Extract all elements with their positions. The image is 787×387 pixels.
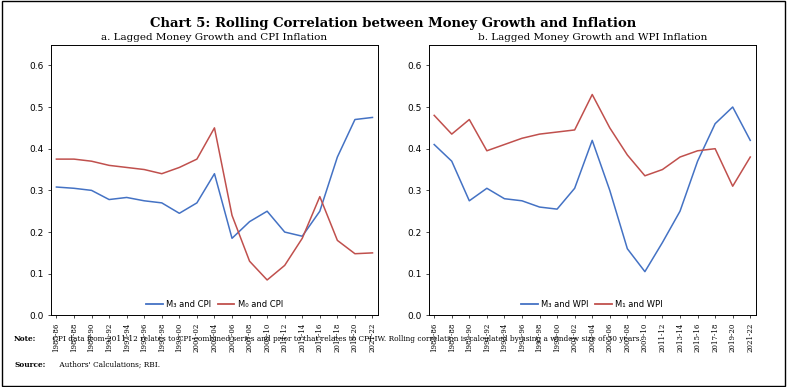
- M₃ and WPI: [482, 186, 492, 191]
- M₁ and WPI: [587, 92, 597, 97]
- Line: M₃ and WPI: M₃ and WPI: [434, 107, 750, 272]
- M₁ and WPI: [517, 136, 527, 140]
- M₃ and CPI: [333, 155, 342, 159]
- M₃ and CPI: [105, 197, 114, 202]
- M₃ and CPI: [139, 199, 149, 203]
- M₃ and WPI: [745, 138, 755, 143]
- M₀ and CPI: [157, 171, 167, 176]
- M₁ and WPI: [482, 149, 492, 153]
- M₃ and WPI: [552, 207, 562, 211]
- M₃ and WPI: [500, 196, 509, 201]
- M₁ and WPI: [675, 155, 685, 159]
- M₁ and WPI: [535, 132, 545, 137]
- M₃ and WPI: [711, 122, 720, 126]
- M₃ and WPI: [517, 199, 527, 203]
- M₀ and CPI: [333, 238, 342, 243]
- M₃ and WPI: [605, 188, 615, 193]
- Title: b. Lagged Money Growth and WPI Inflation: b. Lagged Money Growth and WPI Inflation: [478, 33, 707, 42]
- M₁ and WPI: [658, 167, 667, 172]
- M₃ and CPI: [262, 209, 272, 214]
- M₁ and WPI: [605, 125, 615, 130]
- Line: M₃ and CPI: M₃ and CPI: [57, 117, 372, 238]
- M₃ and WPI: [693, 159, 702, 164]
- M₃ and WPI: [464, 199, 474, 203]
- M₃ and CPI: [122, 195, 131, 200]
- M₃ and WPI: [640, 269, 649, 274]
- M₁ and WPI: [640, 173, 649, 178]
- M₀ and CPI: [105, 163, 114, 168]
- M₃ and WPI: [728, 105, 737, 110]
- M₀ and CPI: [175, 165, 184, 170]
- M₃ and CPI: [245, 219, 254, 224]
- M₀ and CPI: [368, 250, 377, 255]
- M₃ and CPI: [87, 188, 96, 193]
- M₃ and CPI: [350, 117, 360, 122]
- Legend: M₃ and CPI, M₀ and CPI: M₃ and CPI, M₀ and CPI: [143, 297, 286, 311]
- M₃ and WPI: [535, 205, 545, 209]
- Text: Note:: Note:: [14, 335, 36, 343]
- M₃ and WPI: [430, 142, 439, 147]
- M₁ and WPI: [464, 117, 474, 122]
- Text: Source:: Source:: [14, 361, 46, 369]
- M₃ and CPI: [297, 234, 307, 238]
- M₀ and CPI: [52, 157, 61, 161]
- M₃ and CPI: [192, 200, 201, 205]
- M₃ and WPI: [587, 138, 597, 143]
- M₀ and CPI: [122, 165, 131, 170]
- M₃ and CPI: [69, 186, 79, 191]
- M₁ and WPI: [447, 132, 456, 137]
- M₁ and WPI: [500, 142, 509, 147]
- M₀ and CPI: [139, 167, 149, 172]
- M₀ and CPI: [87, 159, 96, 164]
- Text: Chart 5: Rolling Correlation between Money Growth and Inflation: Chart 5: Rolling Correlation between Mon…: [150, 17, 637, 31]
- M₃ and WPI: [570, 186, 579, 191]
- Line: M₁ and WPI: M₁ and WPI: [434, 94, 750, 186]
- M₃ and CPI: [227, 236, 237, 241]
- Text: CPI data from 2011-12 relates to CPI combined series and prior to that relates t: CPI data from 2011-12 relates to CPI com…: [50, 335, 641, 343]
- M₀ and CPI: [209, 125, 219, 130]
- M₁ and WPI: [693, 149, 702, 153]
- M₀ and CPI: [350, 252, 360, 256]
- M₃ and CPI: [209, 171, 219, 176]
- M₀ and CPI: [227, 213, 237, 218]
- M₁ and WPI: [728, 184, 737, 188]
- M₁ and WPI: [570, 128, 579, 132]
- M₃ and CPI: [368, 115, 377, 120]
- M₃ and CPI: [157, 200, 167, 205]
- M₃ and CPI: [315, 209, 324, 214]
- M₀ and CPI: [280, 263, 290, 268]
- M₀ and CPI: [245, 259, 254, 264]
- M₃ and WPI: [675, 209, 685, 214]
- M₁ and WPI: [430, 113, 439, 118]
- M₀ and CPI: [315, 194, 324, 199]
- M₃ and WPI: [447, 159, 456, 164]
- M₃ and CPI: [280, 230, 290, 235]
- M₀ and CPI: [192, 157, 201, 161]
- M₃ and WPI: [658, 240, 667, 245]
- M₁ and WPI: [623, 152, 632, 157]
- M₀ and CPI: [69, 157, 79, 161]
- M₀ and CPI: [262, 277, 272, 282]
- M₀ and CPI: [297, 236, 307, 241]
- Line: M₀ and CPI: M₀ and CPI: [57, 128, 372, 280]
- M₁ and WPI: [711, 146, 720, 151]
- Text: Authors' Calculations; RBI.: Authors' Calculations; RBI.: [57, 361, 161, 369]
- M₁ and WPI: [552, 130, 562, 134]
- M₃ and CPI: [175, 211, 184, 216]
- Legend: M₃ and WPI, M₁ and WPI: M₃ and WPI, M₁ and WPI: [519, 297, 666, 311]
- Title: a. Lagged Money Growth and CPI Inflation: a. Lagged Money Growth and CPI Inflation: [102, 33, 327, 42]
- M₁ and WPI: [745, 155, 755, 159]
- M₃ and WPI: [623, 247, 632, 251]
- M₃ and CPI: [52, 185, 61, 189]
